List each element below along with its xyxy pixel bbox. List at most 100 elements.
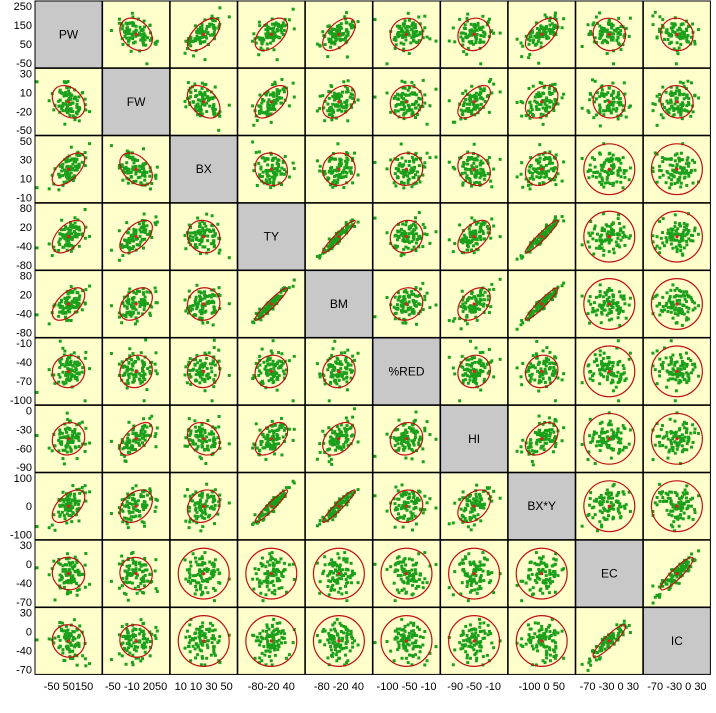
data-point — [413, 165, 417, 169]
data-point — [404, 310, 408, 314]
data-point — [75, 153, 79, 157]
data-point — [464, 167, 468, 171]
data-point — [611, 247, 615, 251]
data-point — [412, 102, 416, 106]
data-point — [619, 238, 623, 242]
data-point — [541, 377, 545, 381]
density-ellipse — [583, 143, 636, 196]
data-point — [292, 95, 296, 99]
data-point — [608, 288, 612, 292]
data-point — [138, 175, 142, 179]
data-point — [690, 233, 694, 237]
data-point — [138, 228, 142, 232]
data-point — [543, 230, 547, 234]
data-point — [63, 122, 67, 126]
data-point — [618, 377, 622, 381]
data-point — [611, 91, 615, 95]
data-point — [417, 103, 421, 107]
data-point — [556, 172, 560, 176]
data-point — [131, 238, 135, 242]
data-point — [333, 168, 337, 172]
data-point — [602, 351, 606, 355]
data-point — [60, 107, 64, 111]
data-point — [603, 181, 607, 185]
data-point — [600, 233, 604, 237]
data-point — [461, 181, 465, 185]
data-point — [273, 176, 277, 180]
data-point — [423, 93, 427, 97]
data-point — [342, 38, 346, 42]
data-point — [268, 363, 272, 367]
data-point — [277, 296, 281, 300]
data-point — [515, 257, 519, 261]
data-point — [72, 159, 76, 163]
data-point — [679, 294, 683, 298]
data-point — [400, 164, 404, 168]
data-point — [190, 307, 194, 311]
data-point — [616, 157, 620, 161]
data-point — [617, 399, 621, 403]
data-point — [127, 167, 131, 171]
data-point — [187, 306, 191, 310]
data-point — [212, 95, 216, 99]
data-point — [627, 178, 631, 182]
data-point — [334, 103, 338, 107]
data-point — [600, 304, 604, 308]
data-point — [193, 107, 197, 111]
data-point — [84, 156, 88, 160]
data-point — [143, 295, 147, 299]
data-point — [622, 371, 626, 375]
data-point — [482, 34, 486, 38]
ellipse-center — [337, 100, 341, 104]
data-point — [489, 77, 493, 81]
data-point — [414, 26, 418, 30]
data-point — [619, 161, 623, 165]
density-ellipse — [457, 354, 491, 389]
data-point — [273, 80, 277, 84]
data-point — [607, 250, 611, 254]
data-point — [482, 377, 486, 381]
data-point — [608, 367, 612, 371]
data-point — [130, 11, 134, 15]
data-point — [606, 98, 610, 102]
data-point — [198, 242, 202, 246]
data-point — [274, 371, 278, 375]
data-point — [132, 295, 136, 299]
scatter-panel-BM-vs-EC — [575, 270, 644, 338]
data-point — [678, 224, 682, 228]
data-point — [547, 227, 551, 231]
data-point — [616, 100, 620, 104]
data-point — [590, 156, 594, 160]
data-point — [75, 301, 79, 305]
variable-name-label: FW — [127, 95, 146, 109]
data-point — [63, 236, 67, 240]
data-point — [268, 93, 272, 97]
data-point — [155, 165, 159, 169]
data-point — [186, 311, 190, 315]
data-point — [476, 154, 480, 158]
data-point — [458, 399, 462, 403]
data-point — [675, 41, 679, 45]
data-point — [125, 306, 129, 310]
data-point — [272, 297, 276, 301]
data-point — [526, 316, 530, 320]
data-point — [624, 27, 628, 31]
data-point — [272, 98, 276, 102]
data-point — [586, 240, 590, 244]
data-point — [81, 289, 85, 293]
data-point — [264, 308, 268, 312]
data-point — [594, 41, 598, 45]
data-point — [281, 32, 285, 36]
data-point — [676, 28, 680, 32]
data-point — [62, 306, 66, 310]
data-point — [545, 234, 549, 238]
data-point — [434, 39, 438, 43]
data-point — [209, 295, 213, 299]
data-point — [661, 295, 665, 299]
data-point — [401, 222, 405, 226]
data-point — [598, 172, 602, 176]
data-point — [535, 240, 539, 244]
data-point — [327, 365, 331, 369]
data-point — [478, 307, 482, 311]
data-point — [474, 37, 478, 41]
